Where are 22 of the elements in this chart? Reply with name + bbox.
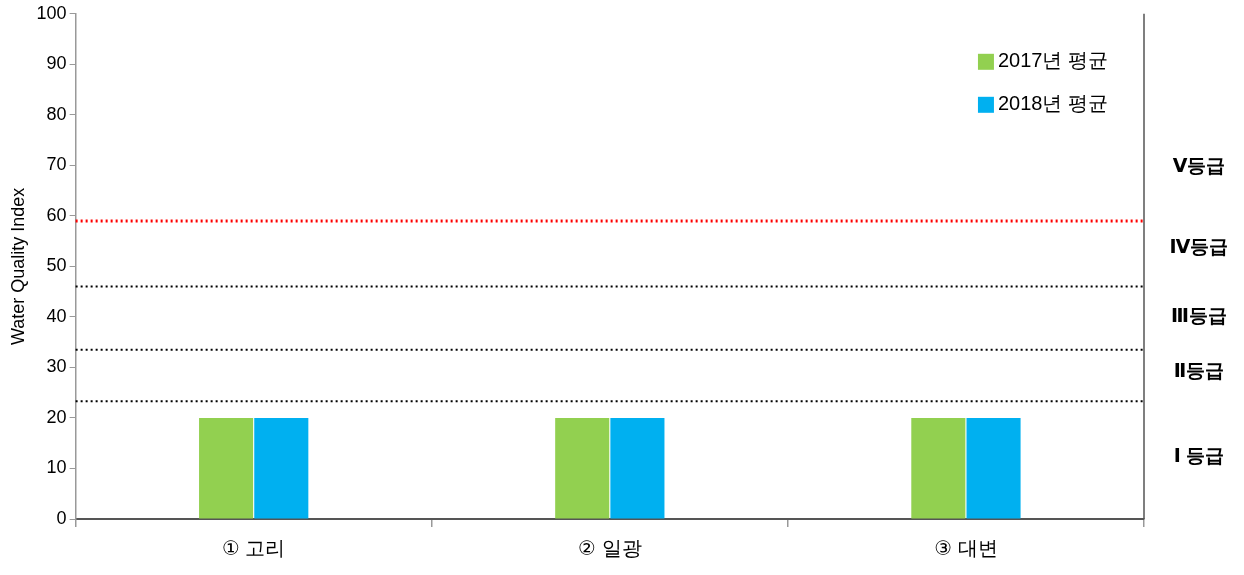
y-tick-label: 100 <box>36 2 67 23</box>
y-tick-label: 40 <box>46 305 67 326</box>
legend-label: 2017년 평균 <box>997 49 1109 72</box>
text: Ⅴ등급 <box>1172 155 1226 177</box>
text: Ⅳ등급 <box>1169 235 1229 257</box>
text: Ⅱ등급 <box>1173 360 1225 382</box>
y-axis-title: Water Quality Index <box>7 187 28 346</box>
y-tick-label: 30 <box>46 356 67 377</box>
y-tick-label: 70 <box>46 154 67 175</box>
text: Ⅲ등급 <box>1171 304 1227 326</box>
text: Ⅰ 등급 <box>1173 444 1225 466</box>
x-tick-label: ③ 대변 <box>934 536 998 559</box>
y-tick-label: 60 <box>46 204 67 225</box>
y-tick-label: 10 <box>46 457 67 478</box>
y-tick-label: 90 <box>46 53 67 74</box>
y-tick-label: 50 <box>46 255 67 276</box>
y-tick-label: 20 <box>46 406 67 427</box>
x-tick-label: ① 고리 <box>221 536 286 559</box>
legend-label: 2018년 평균 <box>997 92 1109 115</box>
y-tick-label: 80 <box>46 103 67 124</box>
y-tick-label: 0 <box>56 507 67 528</box>
x-tick-label: ② 일광 <box>578 536 642 559</box>
